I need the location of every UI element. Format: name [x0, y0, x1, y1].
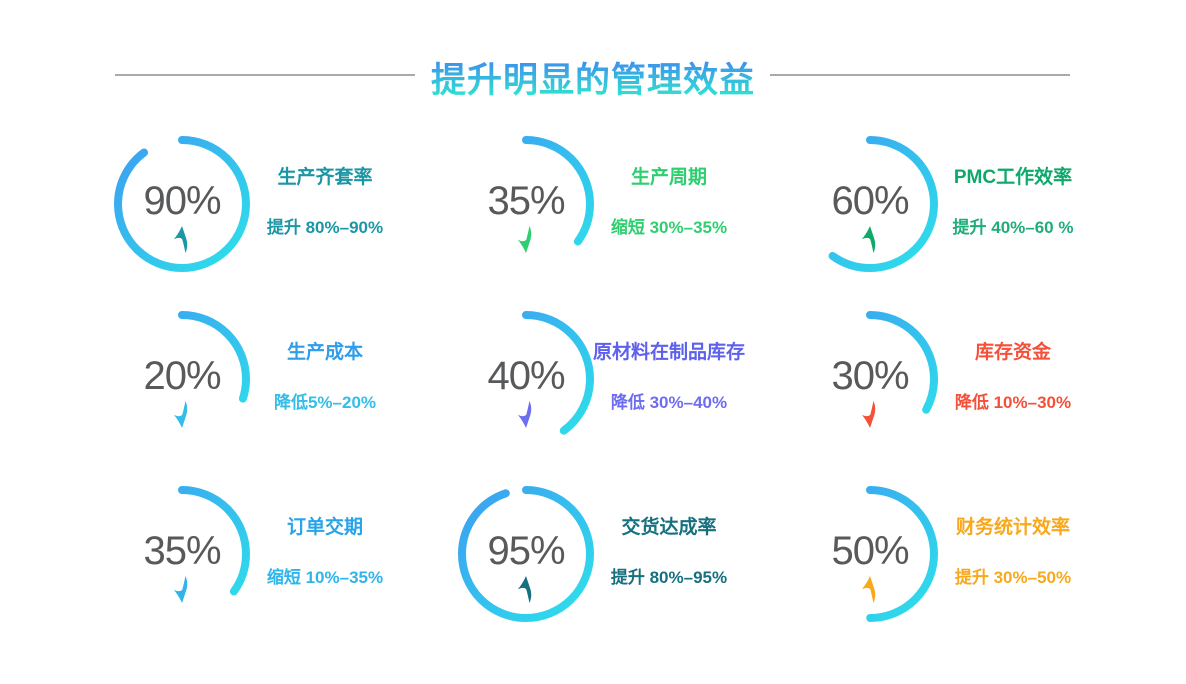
metric-range: 提升 80%–95%: [610, 567, 728, 587]
trend-up-arrow-icon: [861, 225, 876, 253]
gauge-arc: [114, 135, 250, 272]
trend-down-arrow-icon: [861, 400, 876, 428]
gauge-center: 40%: [453, 306, 599, 452]
metric-range: 提升 30%–50%: [954, 567, 1072, 587]
metric-range: 缩短 10%–35%: [266, 567, 384, 587]
metric-range: 缩短 30%–35%: [610, 217, 728, 237]
gauge-center: 50%: [797, 481, 943, 627]
metric-text-block: 生产成本 降低5%–20%: [255, 337, 395, 413]
metric-title: 交货达成率: [621, 516, 717, 538]
metric-item: 40% 原材料在制品库存 降低 30%–40%: [453, 291, 797, 466]
trend-down-arrow-icon: [517, 400, 532, 428]
trend-up-arrow-icon: [173, 225, 188, 253]
gauge-center: 30%: [797, 306, 943, 452]
trend-down-arrow-icon: [173, 400, 188, 428]
metric-text-block: 生产周期 缩短 30%–35%: [599, 162, 739, 238]
gauge-ring: 20%: [109, 306, 255, 452]
title-divider-left: [115, 74, 415, 76]
metric-range: 提升 80%–90%: [266, 217, 384, 237]
gauge-arc: [802, 135, 938, 272]
gauge-ring: 40%: [453, 306, 599, 452]
gauge-ring: 35%: [453, 131, 599, 277]
gauge-arc: [802, 310, 938, 447]
gauge-percent-value: 40%: [487, 353, 565, 398]
trend-up-arrow-icon: [517, 575, 532, 603]
gauge-arc: [114, 485, 250, 622]
metric-text-block: PMC工作效率 提升 40%–60 %: [943, 162, 1083, 238]
metric-title: 生产成本: [286, 341, 363, 363]
metric-item: 20% 生产成本 降低5%–20%: [109, 291, 453, 466]
gauge-center: 35%: [109, 481, 255, 627]
metric-range: 降低5%–20%: [273, 392, 377, 412]
gauge-ring: 50%: [797, 481, 943, 627]
page-title: 提升明显的管理效益: [0, 52, 1186, 103]
metric-item: 90% 生产齐套率 提升 80%–90%: [109, 116, 453, 291]
gauge-ring: 35%: [109, 481, 255, 627]
metric-title: 财务统计效率: [955, 516, 1070, 538]
metric-title: 生产齐套率: [277, 166, 373, 188]
gauge-arc: [458, 310, 594, 447]
gauge-percent-value: 35%: [487, 178, 565, 223]
gauge-ring: 95%: [453, 481, 599, 627]
gauge-arc: [458, 485, 594, 622]
metric-text-block: 财务统计效率 提升 30%–50%: [943, 512, 1083, 588]
metric-item: 50% 财务统计效率 提升 30%–50%: [797, 466, 1141, 641]
metric-title: 订单交期: [286, 516, 363, 538]
gauge-center: 60%: [797, 131, 943, 277]
gauge-center: 20%: [109, 306, 255, 452]
metric-item: 30% 库存资金 降低 10%–30%: [797, 291, 1141, 466]
metric-text-block: 库存资金 降低 10%–30%: [943, 337, 1083, 413]
metric-item: 95% 交货达成率 提升 80%–95%: [453, 466, 797, 641]
trend-up-arrow-icon: [861, 575, 876, 603]
metric-text-block: 订单交期 缩短 10%–35%: [255, 512, 395, 588]
gauge-center: 95%: [453, 481, 599, 627]
trend-down-arrow-icon: [517, 225, 532, 253]
metric-text-block: 原材料在制品库存 降低 30%–40%: [593, 337, 745, 413]
gauge-percent-value: 20%: [143, 353, 221, 398]
gauge-percent-value: 35%: [143, 528, 221, 573]
metric-title: 原材料在制品库存: [593, 341, 746, 363]
metric-item: 35% 生产周期 缩短 30%–35%: [453, 116, 797, 291]
metric-item: 60% PMC工作效率 提升 40%–60 %: [797, 116, 1141, 291]
gauge-center: 90%: [109, 131, 255, 277]
gauge-percent-value: 60%: [831, 178, 909, 223]
gauge-center: 35%: [453, 131, 599, 277]
metric-item: 35% 订单交期 缩短 10%–35%: [109, 466, 453, 641]
metric-text-block: 交货达成率 提升 80%–95%: [599, 512, 739, 588]
gauge-percent-value: 30%: [831, 353, 909, 398]
gauge-ring: 30%: [797, 306, 943, 452]
metrics-grid: 90% 生产齐套率 提升 80%–90%: [109, 116, 1141, 641]
gauge-arc: [458, 135, 594, 272]
gauge-percent-value: 95%: [487, 528, 565, 573]
metric-title: PMC工作效率: [953, 166, 1073, 188]
gauge-ring: 90%: [109, 131, 255, 277]
metric-range: 降低 10%–30%: [954, 392, 1072, 412]
title-divider-right: [770, 74, 1070, 76]
metric-range: 提升 40%–60 %: [952, 217, 1074, 237]
gauge-ring: 60%: [797, 131, 943, 277]
gauge-percent-value: 50%: [831, 528, 909, 573]
metric-title: 库存资金: [974, 341, 1051, 363]
gauge-percent-value: 90%: [143, 178, 221, 223]
trend-down-arrow-icon: [173, 575, 188, 603]
gauge-arc: [114, 310, 250, 447]
metric-text-block: 生产齐套率 提升 80%–90%: [255, 162, 395, 238]
metric-title: 生产周期: [630, 166, 707, 188]
metric-range: 降低 30%–40%: [610, 392, 728, 412]
gauge-arc: [802, 485, 938, 622]
